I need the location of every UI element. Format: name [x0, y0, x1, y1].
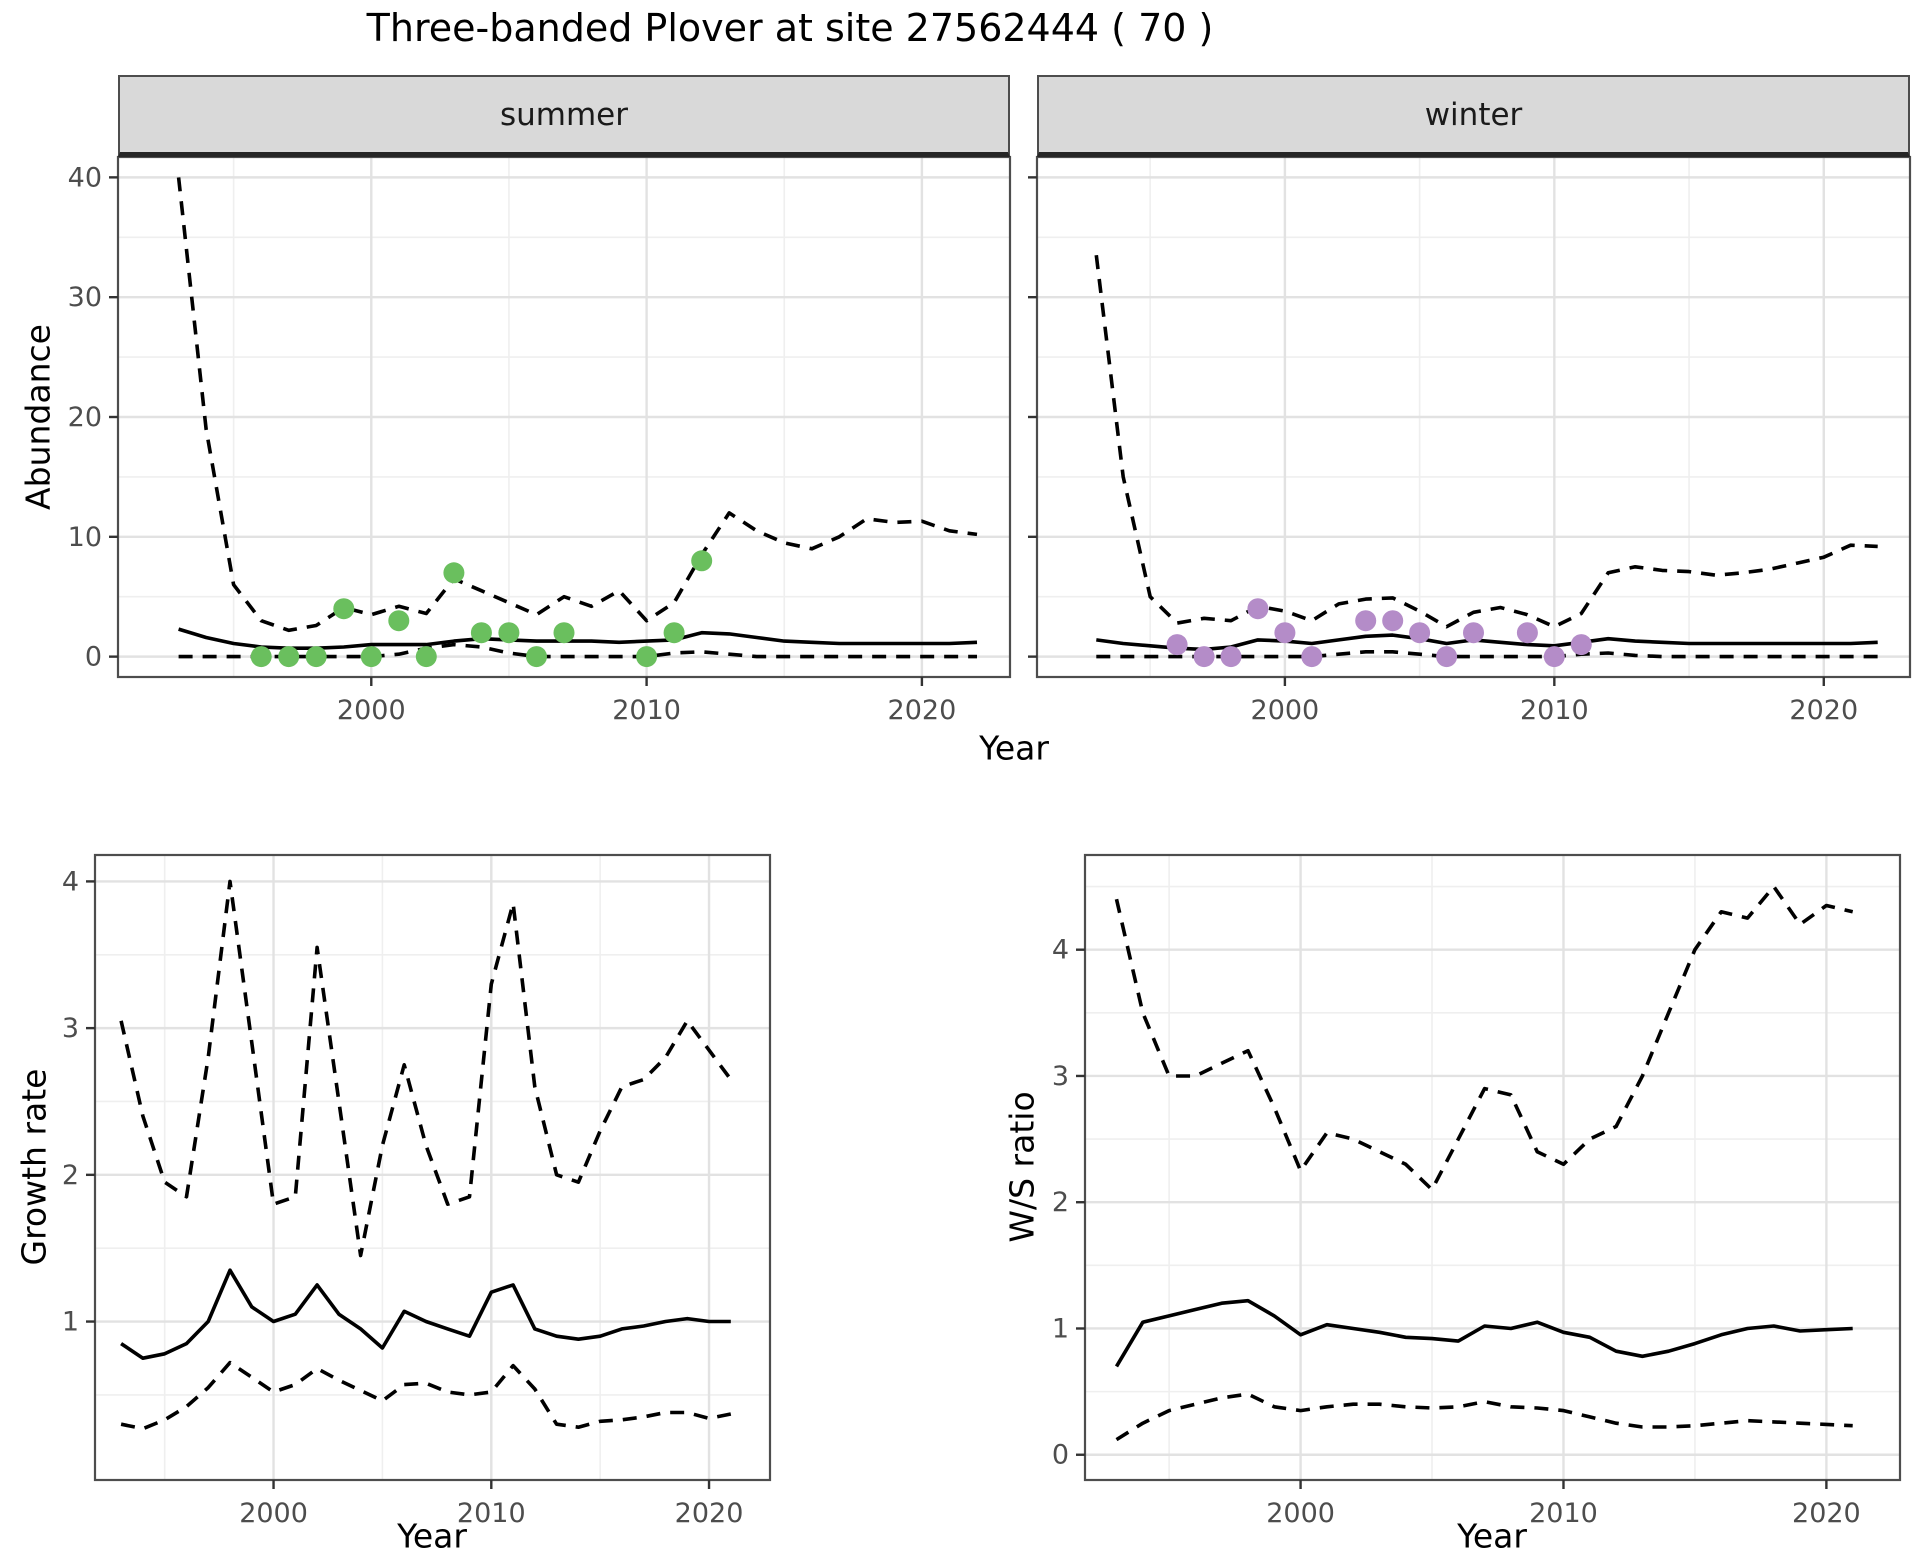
- data-point-observed_counts_summer: [498, 622, 520, 644]
- data-point-observed_counts_winter: [1543, 646, 1565, 668]
- data-point-observed_counts_summer: [443, 562, 465, 584]
- data-point-observed_counts_winter: [1463, 622, 1484, 644]
- data-point-observed_counts_summer: [553, 622, 575, 644]
- y-tick-label: 40: [68, 162, 102, 193]
- series-group: [1094, 254, 1878, 668]
- data-point-observed_counts_winter: [1247, 598, 1269, 620]
- y-tick-label: 3: [62, 1013, 79, 1044]
- x-axis-title-year-growth: Year: [397, 1516, 467, 1556]
- data-point-observed_counts_winter: [1436, 646, 1458, 668]
- y-tick-label: 10: [68, 522, 102, 553]
- y-tick-label: 4: [62, 866, 79, 897]
- x-tick-label: 2020: [1789, 695, 1858, 726]
- data-point-observed_counts_summer: [388, 610, 410, 632]
- x-tick-label: 2010: [1520, 695, 1589, 726]
- y-axis-title-growth-rate: Growth rate: [14, 1068, 54, 1266]
- data-point-observed_counts_summer: [415, 646, 437, 668]
- y-tick-label: 20: [68, 402, 102, 433]
- y-tick-label: 0: [1052, 1440, 1069, 1471]
- y-tick-label: 30: [68, 282, 102, 313]
- data-point-observed_counts_winter: [1166, 634, 1188, 656]
- data-point-observed_counts_summer: [278, 646, 300, 668]
- y-tick-label: 3: [1052, 1061, 1069, 1092]
- panel-abundance-winter: 2000 2010 2020: [1028, 155, 1912, 726]
- x-tick-label: 2000: [1251, 695, 1320, 726]
- data-point-observed_counts_winter: [1301, 646, 1323, 668]
- series-group: [1114, 884, 1854, 1442]
- data-point-observed_counts_winter: [1382, 610, 1404, 632]
- data-point-observed_counts_winter: [1193, 646, 1215, 668]
- x-tick-label: 2020: [1792, 1498, 1861, 1529]
- y-tick-label: 2: [62, 1160, 79, 1191]
- y-axis-title-ws-ratio: W/S ratio: [1002, 1091, 1042, 1243]
- series-median: [1114, 1298, 1853, 1368]
- x-tick-label: 2020: [888, 695, 957, 726]
- data-point-observed_counts_winter: [1220, 646, 1242, 668]
- x-axis-title-year-top: Year: [979, 728, 1049, 768]
- x-axis-title-year-ws: Year: [1457, 1516, 1527, 1556]
- x-tick-label: 2000: [337, 695, 406, 726]
- series-lower_95ci: [1115, 1392, 1853, 1442]
- data-point-observed_counts_winter: [1409, 622, 1431, 644]
- data-point-observed_counts_summer: [636, 646, 658, 668]
- series-upper_95ci: [1094, 254, 1878, 629]
- data-point-observed_counts_summer: [470, 622, 492, 644]
- y-tick-label: 2: [1052, 1187, 1069, 1218]
- x-tick-label: 2010: [457, 1498, 526, 1529]
- series-upper_95ci: [1114, 884, 1854, 1192]
- series-lower_95ci: [120, 1360, 732, 1431]
- x-tick-label: 2010: [612, 695, 681, 726]
- data-point-observed_counts_summer: [663, 622, 685, 644]
- series-median: [120, 1268, 731, 1360]
- data-point-observed_counts_winter: [1274, 622, 1296, 644]
- x-tick-label: 2010: [1529, 1498, 1598, 1529]
- data-point-observed_counts_summer: [526, 646, 547, 668]
- panel-growth-rate: 2000 2010 2020 1 2 3 4: [62, 853, 772, 1529]
- x-tick-label: 2000: [239, 1498, 308, 1529]
- facet-label-summer: summer: [499, 96, 628, 133]
- facet-label-winter: winter: [1424, 96, 1523, 133]
- y-tick-label: 0: [85, 642, 102, 673]
- y-axis-title-abundance: Abundance: [18, 324, 58, 510]
- panel-abundance-summer: 2000 2010 2020 0 10 20 30 40: [68, 155, 1012, 726]
- x-tick-label: 2020: [675, 1498, 744, 1529]
- panel-ws-ratio: 2000 2010 2020 0 1 2 3 4: [1052, 853, 1902, 1529]
- y-tick-label: 4: [1052, 935, 1069, 966]
- data-point-observed_counts_winter: [1355, 610, 1377, 632]
- series-upper_95ci: [176, 177, 978, 633]
- x-tick-label: 2000: [1266, 1498, 1335, 1529]
- series-group: [176, 177, 978, 668]
- data-point-observed_counts_winter: [1570, 634, 1592, 656]
- data-point-observed_counts_summer: [305, 646, 327, 668]
- series-group: [119, 879, 733, 1431]
- data-point-observed_counts_winter: [1516, 622, 1538, 644]
- facet-strip-summer: summer: [118, 75, 1010, 157]
- data-point-observed_counts_summer: [691, 550, 713, 572]
- data-point-observed_counts_summer: [333, 598, 355, 620]
- data-point-observed_counts_summer: [360, 646, 382, 668]
- y-tick-label: 1: [62, 1307, 79, 1338]
- y-tick-label: 1: [1052, 1313, 1069, 1344]
- facet-strip-winter: winter: [1037, 75, 1910, 157]
- chart-title: Three-banded Plover at site 27562444 ( 7…: [366, 6, 1214, 50]
- data-point-observed_counts_summer: [250, 646, 272, 668]
